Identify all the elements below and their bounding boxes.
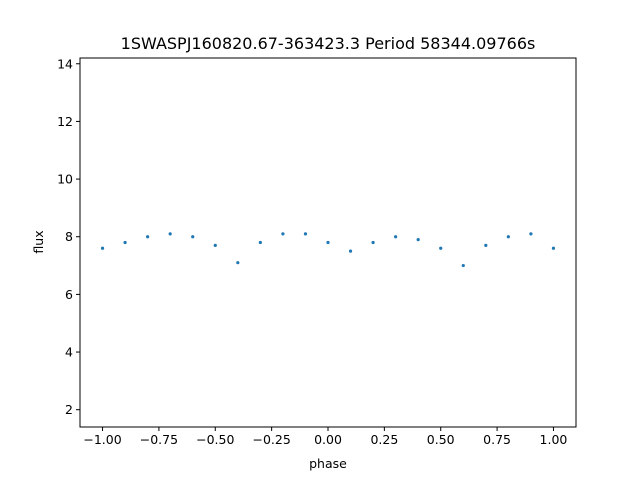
- scatter-point: [551, 246, 556, 250]
- scatter-point: [258, 240, 262, 245]
- y-tick-label: 14: [57, 56, 73, 71]
- y-tick-label: 12: [57, 114, 73, 129]
- scatter-point: [371, 240, 375, 245]
- y-tick-label: 4: [65, 345, 73, 360]
- scatter-point: [168, 232, 172, 236]
- y-axis-ticks: 2 4 6 8 10 12 14: [57, 56, 80, 417]
- x-tick-label: 0.50: [427, 432, 455, 447]
- scatter-point: [348, 249, 353, 253]
- scatter-point: [461, 263, 465, 268]
- y-axis-label: flux: [31, 230, 46, 253]
- scatter-point: [439, 246, 443, 250]
- scatter-point: [394, 235, 398, 239]
- x-tick-label: −0.50: [196, 432, 234, 447]
- y-tick-label: 10: [57, 172, 73, 187]
- scatter-point: [100, 246, 105, 250]
- x-tick-label: 1.00: [540, 432, 568, 447]
- scatter-points: [100, 232, 556, 268]
- scatter-point: [123, 240, 127, 245]
- scatter-point: [484, 243, 488, 247]
- scatter-point: [416, 238, 420, 242]
- chart-title: 1SWASPJ160820.67-363423.3 Period 58344.0…: [121, 34, 536, 53]
- x-tick-label: −0.25: [252, 432, 290, 447]
- x-tick-label: 0.75: [483, 432, 511, 447]
- scatter-point: [303, 232, 308, 236]
- x-tick-label: 0.00: [314, 432, 342, 447]
- scatter-point: [191, 235, 195, 239]
- scatter-point: [506, 235, 510, 239]
- y-tick-label: 6: [65, 287, 73, 302]
- x-axis-ticks: −1.00 −0.75 −0.50 −0.25 0.00 0.25 0.50 0.75 1.00: [83, 427, 567, 447]
- y-tick-label: 8: [65, 229, 73, 244]
- scatter-point: [529, 232, 533, 236]
- x-tick-label: 0.25: [370, 432, 398, 447]
- scatter-point: [326, 240, 330, 245]
- y-tick-label: 2: [65, 402, 73, 417]
- scatter-point: [236, 261, 240, 265]
- x-axis-label: phase: [309, 456, 347, 471]
- scatter-point: [213, 243, 217, 247]
- x-tick-label: −0.75: [140, 432, 178, 447]
- scatter-point: [146, 235, 150, 239]
- x-tick-label: −1.00: [83, 432, 121, 447]
- scatter-point: [281, 232, 285, 236]
